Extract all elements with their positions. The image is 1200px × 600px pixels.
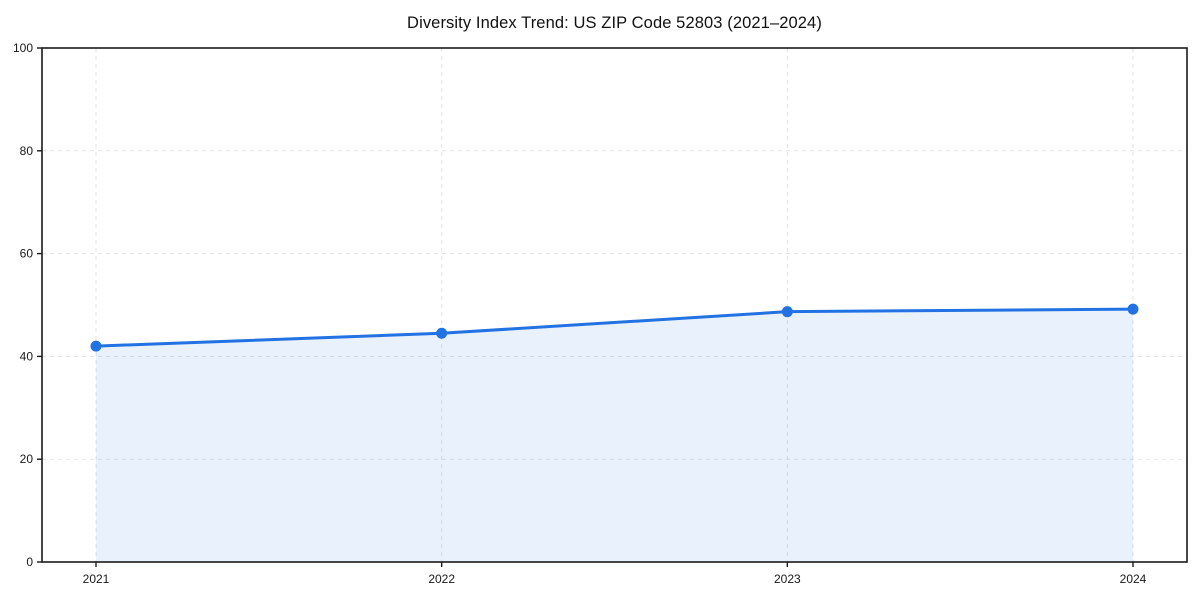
data-point-2021 (90, 340, 102, 352)
data-point-2023 (781, 306, 793, 318)
y-tick-label: 0 (26, 555, 33, 569)
data-point-2024 (1127, 303, 1139, 315)
y-gridlines (42, 150, 1187, 460)
area-fill (96, 309, 1133, 562)
data-point-2022 (436, 327, 448, 339)
y-tick-label: 20 (20, 452, 34, 466)
y-axis-ticks: 0 20 40 60 80 100 (13, 41, 42, 569)
plot-border (41, 47, 1188, 563)
x-tick-label: 2021 (83, 572, 110, 586)
y-tick-label: 60 (20, 247, 34, 261)
x-tick-label: 2023 (774, 572, 801, 586)
trend-line (94, 307, 1135, 348)
chart-title: Diversity Index Trend: US ZIP Code 52803… (407, 14, 822, 32)
y-tick-label: 80 (20, 144, 34, 158)
x-axis-ticks: 2021 2022 2023 2024 (83, 562, 1147, 586)
y-tick-label: 100 (13, 41, 33, 55)
x-tick-label: 2022 (428, 572, 455, 586)
data-points (90, 303, 1139, 352)
x-tick-label: 2024 (1120, 572, 1147, 586)
y-tick-label: 40 (20, 349, 34, 363)
